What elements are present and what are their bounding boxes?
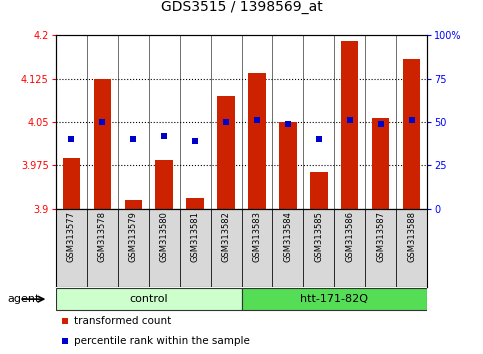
Text: GSM313588: GSM313588 (408, 211, 416, 262)
Text: GSM313584: GSM313584 (284, 211, 293, 262)
Text: GSM313585: GSM313585 (314, 211, 324, 262)
Bar (341, 41, 358, 209)
Bar (56, 288, 242, 310)
Bar (125, 200, 142, 209)
Text: GSM313577: GSM313577 (67, 211, 75, 262)
Bar (397, 209, 427, 287)
Bar (186, 199, 203, 209)
Text: GSM313583: GSM313583 (253, 211, 261, 262)
Text: htt-171-82Q: htt-171-82Q (300, 294, 369, 304)
Text: GSM313578: GSM313578 (98, 211, 107, 262)
Bar (94, 79, 111, 209)
Bar (117, 209, 149, 287)
Text: transformed count: transformed count (74, 316, 171, 326)
Text: GSM313581: GSM313581 (190, 211, 199, 262)
Text: GSM313579: GSM313579 (128, 211, 138, 262)
Text: GDS3515 / 1398569_at: GDS3515 / 1398569_at (161, 0, 322, 14)
Bar (248, 73, 266, 209)
Bar (242, 288, 427, 310)
Bar (403, 58, 421, 209)
Bar (156, 160, 172, 209)
Text: GSM313582: GSM313582 (222, 211, 230, 262)
Bar (211, 209, 242, 287)
Bar (334, 209, 366, 287)
Bar (311, 172, 327, 209)
Bar (272, 209, 303, 287)
Bar (303, 209, 334, 287)
Bar (242, 209, 272, 287)
Text: GSM313586: GSM313586 (345, 211, 355, 262)
Bar (56, 209, 86, 287)
Bar (62, 158, 80, 209)
Text: GSM313587: GSM313587 (376, 211, 385, 262)
Bar (180, 209, 211, 287)
Text: control: control (129, 294, 168, 304)
Bar (217, 96, 235, 209)
Text: percentile rank within the sample: percentile rank within the sample (74, 336, 250, 346)
Bar (86, 209, 117, 287)
Bar (149, 209, 180, 287)
Bar (280, 122, 297, 209)
Bar (366, 209, 397, 287)
Bar (372, 118, 389, 209)
Text: GSM313580: GSM313580 (159, 211, 169, 262)
Text: agent: agent (7, 294, 40, 304)
